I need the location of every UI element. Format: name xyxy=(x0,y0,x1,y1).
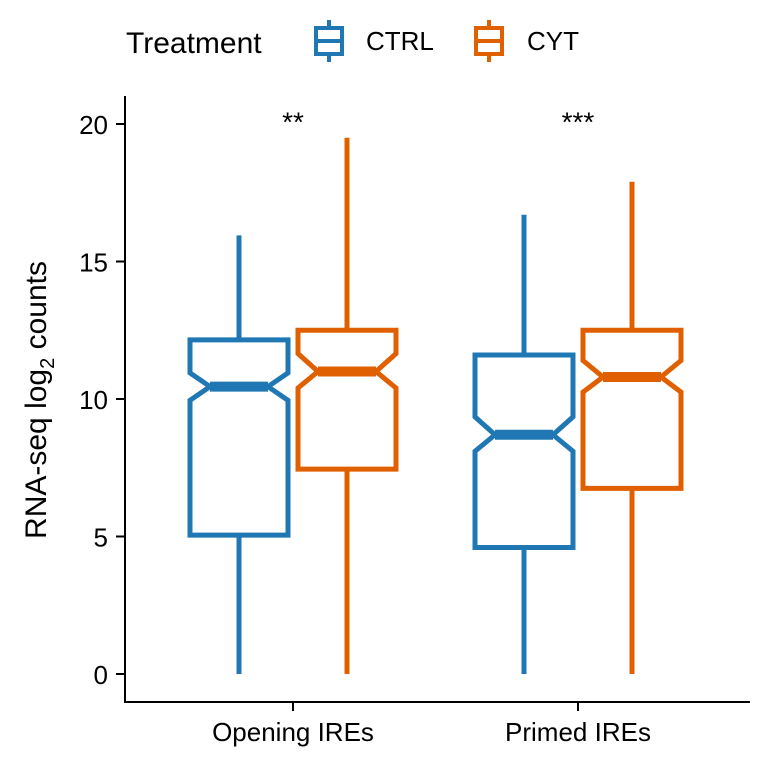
box-body xyxy=(187,337,291,538)
box-cyt-1 xyxy=(580,181,684,674)
legend-key-cyt xyxy=(474,20,504,62)
x-tick-label: Primed IREs xyxy=(505,717,651,747)
box-cyt-0 xyxy=(295,137,399,674)
y-axis-label-main: RNA-seq log xyxy=(20,369,53,539)
legend-label-cyt: CYT xyxy=(527,26,579,56)
box-ctrl-0 xyxy=(187,235,291,674)
box-body xyxy=(472,352,576,550)
box-body xyxy=(295,327,399,472)
legend-label-ctrl: CTRL xyxy=(366,26,434,56)
significance-marker: *** xyxy=(562,106,595,137)
box-ctrl-1 xyxy=(472,214,576,674)
legend-key-ctrl xyxy=(314,20,344,62)
y-tick-label: 20 xyxy=(79,110,108,140)
y-tick-label: 10 xyxy=(79,385,108,415)
box-body xyxy=(580,327,684,491)
y-axis-label-suffix: counts xyxy=(20,261,53,358)
y-tick-label: 5 xyxy=(94,523,108,553)
y-ticks: 0 5 10 15 20 xyxy=(79,110,125,690)
boxes xyxy=(187,137,684,674)
legend-title: Treatment xyxy=(126,27,262,60)
x-ticks: Opening IREs Primed IREs xyxy=(212,702,651,747)
y-axis-label: RNA-seq log2 counts xyxy=(20,261,59,539)
legend: Treatment CTRL CYT xyxy=(126,20,579,62)
y-tick-label: 0 xyxy=(94,660,108,690)
significance-marker: ** xyxy=(282,106,304,137)
y-tick-label: 15 xyxy=(79,248,108,278)
significance-annotations: ** *** xyxy=(282,106,594,137)
x-tick-label: Opening IREs xyxy=(212,717,374,747)
y-axis-label-subscript: 2 xyxy=(37,358,59,369)
